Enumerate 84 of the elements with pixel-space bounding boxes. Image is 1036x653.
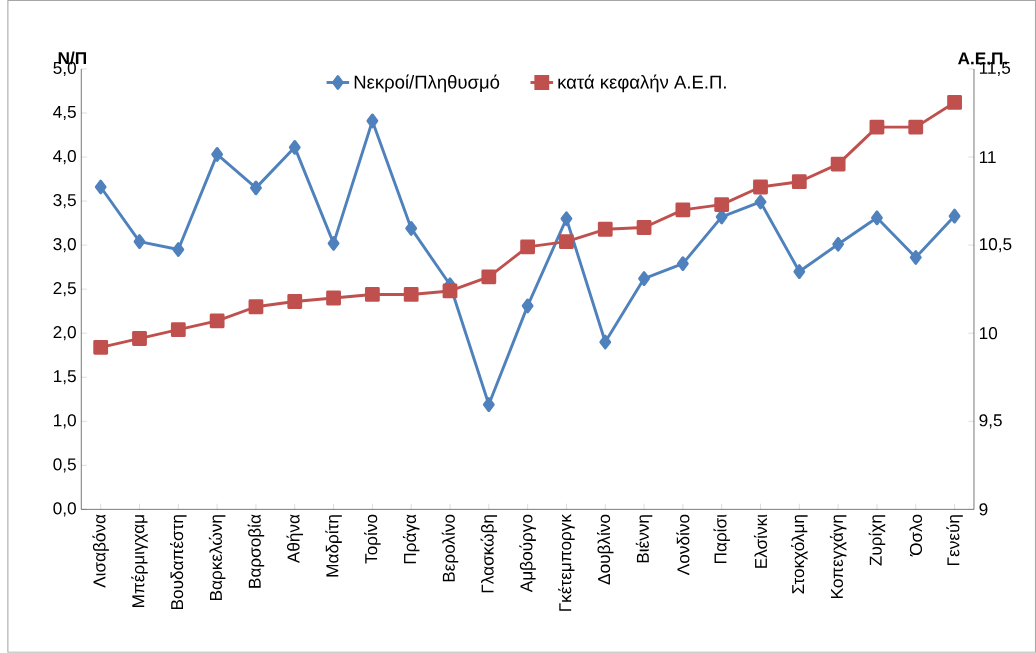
- x-tick-label: Λισαβόνα: [92, 514, 109, 588]
- y2-tick-label: 10,5: [979, 238, 1012, 253]
- point: [521, 298, 534, 314]
- x-tick-label: Βουδαπέστη: [170, 515, 187, 610]
- x-tick-label: Δουβλίνο: [596, 514, 614, 585]
- point: [327, 236, 340, 251]
- point: [793, 264, 806, 280]
- y2-tick-label: 9: [979, 503, 988, 516]
- point: [597, 222, 613, 237]
- point: [947, 95, 962, 110]
- point: [211, 147, 224, 162]
- point: [638, 271, 650, 287]
- point: [481, 269, 497, 285]
- point: [830, 156, 846, 172]
- legend-label: κατά κεφαλήν Α.Ε.Π.: [558, 74, 726, 93]
- y-tick-label: 3,0: [53, 238, 76, 253]
- point: [93, 340, 109, 355]
- point: [560, 211, 573, 227]
- y-tick-label: 1,0: [54, 414, 76, 429]
- x-tick-label: Πράγα: [402, 514, 420, 564]
- point: [364, 287, 380, 302]
- point: [675, 202, 691, 218]
- x-tick-label: Γλασκώβη: [480, 515, 498, 593]
- y2-tick-label: 9,5: [979, 414, 1002, 429]
- y-tick-label: 1,5: [54, 370, 76, 385]
- point: [753, 179, 768, 195]
- x-tick-label: Μαδρίτη: [325, 515, 342, 577]
- point: [871, 210, 883, 226]
- y2-tick-label: 11: [979, 151, 996, 164]
- point: [832, 236, 845, 252]
- x-tick-label: Κοπεγχάγη: [829, 515, 847, 599]
- point: [170, 322, 186, 338]
- x-tick-label: Βιέννη: [635, 515, 653, 563]
- x-tick-label: Γενεύη: [946, 515, 963, 566]
- y-tick-label: 0,0: [53, 502, 76, 517]
- x-tick-label: Γκέτεμποργκ: [558, 514, 575, 612]
- point: [442, 283, 458, 299]
- x-tick-label: Βαρκελώνη: [208, 515, 226, 601]
- legend-label: Νεκροί/Πληθυσμό: [354, 74, 500, 93]
- point: [909, 250, 922, 266]
- point: [248, 299, 264, 315]
- point: [599, 334, 612, 350]
- y-tick-label: 4,0: [53, 150, 76, 165]
- point: [133, 234, 146, 250]
- x-tick-label: Παρίσι: [713, 514, 730, 564]
- x-tick-label: Ζυρίχη: [868, 515, 886, 566]
- x-tick-label: Αθήνα: [286, 514, 304, 564]
- point: [869, 119, 885, 135]
- point: [482, 397, 495, 413]
- point: [636, 220, 652, 236]
- y-tick-label: 2,5: [53, 282, 76, 297]
- y2-tick-label: 10: [979, 327, 998, 340]
- point: [132, 331, 147, 347]
- point: [287, 294, 303, 310]
- point: [791, 174, 807, 190]
- x-tick-label: Μπέρμιγχαμ: [131, 515, 148, 608]
- y-tick-label: 3,5: [53, 194, 76, 209]
- y-tick-label: 0,5: [53, 458, 76, 473]
- point: [520, 239, 536, 255]
- point: [288, 140, 301, 155]
- y-tick-label: 4,5: [53, 106, 76, 121]
- point: [405, 221, 418, 236]
- point: [172, 242, 185, 258]
- x-tick-label: Ελσίνκι: [753, 514, 768, 569]
- point: [250, 180, 262, 196]
- x-tick-label: Λονδίνο: [676, 514, 690, 576]
- x-tick-label: Βερολίνο: [441, 514, 459, 582]
- point: [326, 290, 341, 306]
- y-tick-label: 2,0: [53, 326, 76, 341]
- x-tick-label: Αμβούργο: [519, 514, 536, 593]
- point: [559, 234, 574, 250]
- point: [948, 208, 961, 224]
- x-tick-label: Στοκχόλμη: [791, 515, 808, 594]
- x-tick-label: Όσλο: [909, 514, 923, 557]
- point: [754, 194, 767, 210]
- x-tick-label: Τορίνο: [364, 514, 381, 564]
- point: [94, 179, 107, 195]
- point: [366, 113, 379, 129]
- point: [714, 197, 730, 213]
- point: [676, 256, 689, 272]
- point: [908, 119, 924, 135]
- point: [209, 313, 225, 329]
- point: [403, 287, 419, 302]
- x-tick-label: Βαρσοβία: [247, 514, 265, 588]
